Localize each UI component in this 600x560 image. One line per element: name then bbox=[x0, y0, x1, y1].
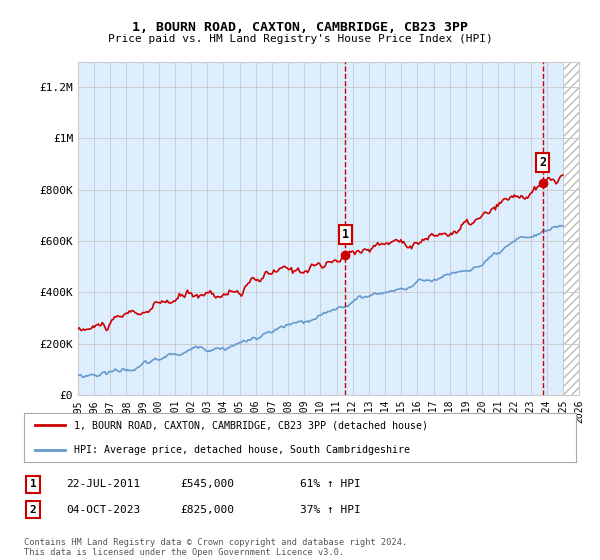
Text: Price paid vs. HM Land Registry's House Price Index (HPI): Price paid vs. HM Land Registry's House … bbox=[107, 34, 493, 44]
Text: 1: 1 bbox=[29, 479, 37, 489]
Text: 2: 2 bbox=[29, 505, 37, 515]
Text: HPI: Average price, detached house, South Cambridgeshire: HPI: Average price, detached house, Sout… bbox=[74, 445, 410, 455]
Text: 61% ↑ HPI: 61% ↑ HPI bbox=[300, 479, 361, 489]
Text: £825,000: £825,000 bbox=[180, 505, 234, 515]
Text: 22-JUL-2011: 22-JUL-2011 bbox=[66, 479, 140, 489]
Text: 1, BOURN ROAD, CAXTON, CAMBRIDGE, CB23 3PP (detached house): 1, BOURN ROAD, CAXTON, CAMBRIDGE, CB23 3… bbox=[74, 420, 428, 430]
Text: 2: 2 bbox=[539, 156, 546, 169]
Text: 1: 1 bbox=[342, 228, 349, 241]
Text: 04-OCT-2023: 04-OCT-2023 bbox=[66, 505, 140, 515]
Text: 1, BOURN ROAD, CAXTON, CAMBRIDGE, CB23 3PP: 1, BOURN ROAD, CAXTON, CAMBRIDGE, CB23 3… bbox=[132, 21, 468, 34]
Text: £545,000: £545,000 bbox=[180, 479, 234, 489]
Text: Contains HM Land Registry data © Crown copyright and database right 2024.
This d: Contains HM Land Registry data © Crown c… bbox=[24, 538, 407, 557]
Text: 37% ↑ HPI: 37% ↑ HPI bbox=[300, 505, 361, 515]
